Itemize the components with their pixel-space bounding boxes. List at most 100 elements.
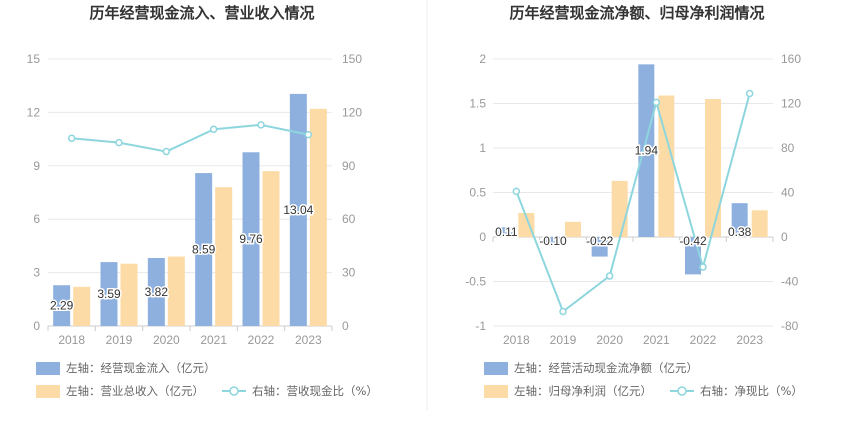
bar-data-label: 1.94 [635,144,659,158]
right-axis-tick-label: -80 [781,319,799,333]
legend-label: 右轴：净现比（%） [700,384,803,398]
line-point [257,121,265,129]
legend-label: 左轴：归母净利润（亿元） [514,384,652,398]
legend-label: 左轴：经营现金流入（亿元） [66,361,216,375]
bar-data-label: 2.29 [50,299,74,313]
right-axis-tick-label: 160 [781,52,801,66]
line-series [71,123,309,153]
left-axis-tick-label: 3 [33,266,40,280]
line-point [209,125,218,134]
chart-panel-1: 历年经营现金流入、营业收入情况0369121503060901201502018… [27,4,378,398]
x-axis-tick-label: 2022 [248,333,275,347]
line-point [115,138,123,147]
left-axis-tick-label: 9 [33,159,40,173]
bar-data-label: -0.42 [679,234,707,248]
x-axis-tick-label: 2019 [550,333,577,347]
bar-secondary [120,263,138,326]
x-axis-tick-label: 2019 [106,333,133,347]
bar-secondary [658,95,675,238]
bar-primary [591,237,608,257]
legend-swatch-marker [677,386,687,396]
bar-secondary [167,256,185,326]
bar-data-label: -0.10 [539,234,567,248]
bar-primary [195,173,213,326]
left-axis-tick-label: 6 [33,212,40,226]
bar-data-label: 9.76 [239,232,263,246]
right-axis-tick-label: 60 [342,212,356,226]
legend-item: 左轴：经营活动现金流净额（亿元） [484,361,698,375]
line-point [67,134,76,142]
line-point [699,263,707,271]
bar-secondary [262,171,280,326]
bar-data-label: 0.11 [495,225,518,239]
bar-primary [638,64,655,237]
left-axis-tick-label: 0.5 [469,186,486,200]
bar-primary [731,203,748,237]
line-series [515,93,751,314]
left-axis-tick-label: 0 [33,319,40,333]
left-axis-tick-label: 2 [479,52,486,66]
right-axis-tick-label: 40 [781,186,795,200]
chart-title: 历年经营现金流入、营业收入情况 [89,4,314,22]
bar-secondary [611,180,628,237]
x-axis-tick-label: 2020 [596,333,623,347]
legend-swatch-marker [229,386,239,396]
line-point [652,98,661,107]
right-axis-tick-label: 30 [342,266,356,280]
left-axis-tick-label: -1 [475,319,486,333]
bar-data-label: -0.22 [586,234,614,248]
right-axis-tick-label: -40 [781,275,799,289]
left-axis-tick-label: -0.5 [465,275,486,289]
bar-primary [289,93,307,326]
bar-primary [498,227,515,237]
x-axis-tick-label: 2018 [503,333,530,347]
left-axis-tick-label: 15 [27,52,41,66]
bar-secondary [565,221,581,237]
bar-data-label: 8.59 [192,243,216,257]
bar-secondary [705,99,721,237]
right-axis-tick-label: 150 [342,52,362,66]
bar-primary [147,258,165,326]
bar-secondary [518,212,535,237]
bar-secondary [73,286,91,326]
chart-title: 历年经营现金流净额、归母净利润情况 [509,4,764,22]
bar-secondary [751,210,768,237]
legend-item: 右轴：营收现金比（%） [222,384,378,398]
x-axis-tick-label: 2021 [643,333,670,347]
bar-data-label: 3.82 [145,285,169,299]
legend-swatch [484,385,508,398]
legend-label: 左轴：经营活动现金流净额（亿元） [514,361,698,375]
left-axis-tick-label: 12 [27,105,41,119]
legend-label: 右轴：营收现金比（%） [252,384,378,398]
bar-primary [100,262,118,326]
chart-panel-2: 历年经营现金流净额、归母净利润情况 -1 -0.5 0 0.5 1 1.5 2 -80 -40 0 4… [465,4,803,398]
left-axis-tick-label: 1.5 [469,97,486,111]
legend-swatch [36,362,60,375]
legend-label: 左轴：营业总收入（亿元） [66,384,204,398]
line-point [512,187,521,196]
legend-swatch [36,385,60,398]
x-axis-tick-label: 2021 [200,333,227,347]
right-axis-tick-label: 0 [342,319,349,333]
x-axis-tick-label: 2018 [58,333,85,347]
bar-primary [242,152,260,326]
left-axis-tick-label: 1 [479,141,486,155]
legend-item: 左轴：经营现金流入（亿元） [36,361,216,375]
line-point [304,130,313,139]
right-axis-tick-label: 120 [342,105,362,119]
x-axis-tick-label: 2023 [295,333,322,347]
line-point [162,147,171,156]
line-point [605,272,614,280]
line-point [559,307,567,316]
bar-data-label: 13.04 [283,203,313,217]
bar-primary [545,237,561,246]
bar-data-label: 3.59 [97,287,121,301]
x-axis-tick-label: 2020 [153,333,180,347]
legend-swatch [484,362,508,375]
bar-data-label: 0.38 [728,225,752,239]
line-point [745,89,754,98]
left-axis-tick-label: 0 [479,230,486,244]
legend-item: 左轴：营业总收入（亿元） [36,384,204,398]
